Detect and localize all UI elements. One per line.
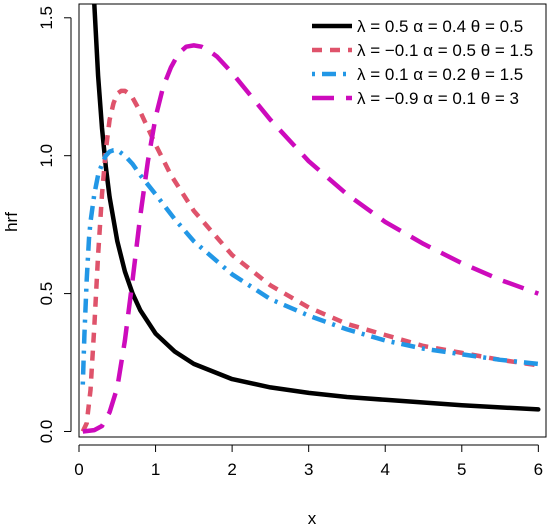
- series-layer: [80, 4, 541, 434]
- legend: λ = 0.5 α = 0.4 θ = 0.5 λ = −0.1 α = 0.5 …: [312, 17, 533, 108]
- y-tick-label: 0.5: [37, 282, 56, 306]
- legend-label-3: λ = 0.1 α = 0.2 θ = 1.5: [357, 65, 523, 84]
- x-tick-label: 4: [380, 460, 389, 479]
- series-line-4: [82, 43, 540, 434]
- y-axis: 0.0 0.5 1.0 1.5: [37, 6, 72, 444]
- series-line-2: [80, 88, 539, 433]
- x-tick-label: 5: [457, 460, 466, 479]
- x-tick-label: 0: [74, 460, 83, 479]
- legend-label-4: λ = −0.9 α = 0.1 θ = 3: [357, 89, 519, 108]
- series-line-1: [92, 4, 541, 412]
- legend-label-1: λ = 0.5 α = 0.4 θ = 0.5: [357, 17, 523, 36]
- y-tick-label: 1.5: [37, 6, 56, 30]
- plot-area-frame: [78, 3, 547, 438]
- legend-label-2: λ = −0.1 α = 0.5 θ = 1.5: [357, 41, 533, 60]
- y-tick-label: 0.0: [37, 420, 56, 444]
- y-tick-label: 1.0: [37, 144, 56, 168]
- y-axis-label: hrf: [2, 212, 21, 232]
- x-tick-label: 3: [304, 460, 313, 479]
- series-line-3: [80, 147, 539, 385]
- x-axis: 0 1 2 3 4 5 6: [74, 444, 543, 479]
- x-tick-label: 1: [151, 460, 160, 479]
- x-tick-label: 2: [227, 460, 236, 479]
- x-tick-label: 6: [534, 460, 543, 479]
- x-axis-label: x: [308, 509, 317, 528]
